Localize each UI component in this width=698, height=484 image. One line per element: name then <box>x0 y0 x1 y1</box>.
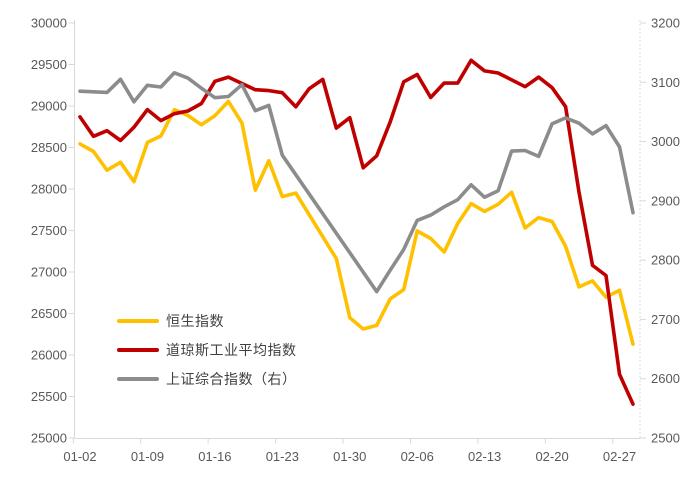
legend-swatch-shanghai-composite <box>117 376 159 381</box>
right-axis-tick-label: 2800 <box>651 253 680 268</box>
left-axis-tick-label: 30000 <box>31 16 67 31</box>
legend-item-hang-seng: 恒生指数 <box>117 306 297 335</box>
legend-item-shanghai-composite: 上证综合指数（右） <box>117 364 297 393</box>
right-axis-tick-label: 2900 <box>651 193 680 208</box>
right-axis-tick-label: 3200 <box>651 16 680 31</box>
legend-swatch-hang-seng <box>117 318 159 323</box>
left-axis-tick-label: 25500 <box>31 389 67 404</box>
series-line-2 <box>78 71 635 294</box>
series-line-0 <box>78 99 635 347</box>
legend-label-hang-seng: 恒生指数 <box>166 312 224 329</box>
legend-label-dow-jones: 道琼斯工业平均指数 <box>166 341 297 358</box>
left-axis-tick-label: 28500 <box>31 140 67 155</box>
left-axis-tick-label: 26500 <box>31 306 67 321</box>
x-axis-tick-label: 01-23 <box>266 449 299 464</box>
right-axis-tick-label: 2500 <box>651 431 680 446</box>
right-axis-tick-label: 3100 <box>651 75 680 90</box>
right-axis-tick-label: 2700 <box>651 312 680 327</box>
legend-item-dow-jones: 道琼斯工业平均指数 <box>117 335 297 364</box>
left-axis-tick-label: 29500 <box>31 57 67 72</box>
left-axis-tick-label: 28000 <box>31 182 67 197</box>
x-axis-tick-label: 01-30 <box>333 449 366 464</box>
x-axis-tick-label: 02-06 <box>401 449 434 464</box>
x-axis-tick-label: 02-13 <box>468 449 501 464</box>
chart-legend: 恒生指数 道琼斯工业平均指数 上证综合指数（右） <box>117 306 297 393</box>
left-axis-tick-label: 26000 <box>31 348 67 363</box>
x-axis-tick-label: 02-27 <box>603 449 636 464</box>
right-axis-tick-label: 3000 <box>651 134 680 149</box>
legend-label-shanghai-composite: 上证综合指数（右） <box>166 370 297 387</box>
right-axis-tick-label: 2600 <box>651 371 680 386</box>
left-axis-tick-label: 27000 <box>31 265 67 280</box>
x-axis-tick-label: 01-16 <box>198 449 231 464</box>
series-line-1 <box>78 58 635 406</box>
x-axis-tick-label: 02-20 <box>535 449 568 464</box>
x-axis-tick-label: 01-02 <box>63 449 96 464</box>
x-axis-tick-label: 01-09 <box>131 449 164 464</box>
left-axis-tick-label: 29000 <box>31 99 67 114</box>
legend-swatch-dow-jones <box>117 347 159 352</box>
left-axis-tick-label: 25000 <box>31 431 67 446</box>
left-axis-tick-label: 27500 <box>31 223 67 238</box>
